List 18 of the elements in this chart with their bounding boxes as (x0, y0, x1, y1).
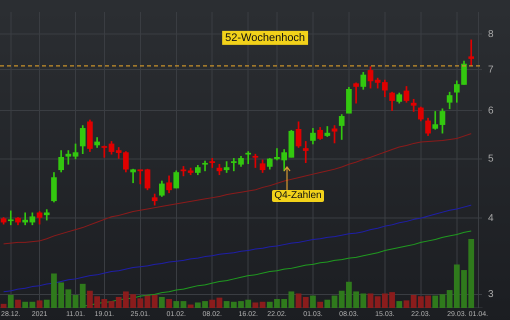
bar (36, 300, 42, 308)
y-tick-label: 8 (488, 29, 494, 40)
y-tick-label: 5 (488, 154, 494, 165)
bar (8, 294, 14, 308)
bar (317, 302, 324, 308)
bar (396, 301, 402, 308)
bar (188, 304, 194, 308)
bar (158, 296, 165, 308)
y-tick-label: 7 (488, 64, 494, 76)
y-tick-label: 4 (488, 212, 494, 224)
bar (310, 296, 316, 308)
bar (15, 300, 21, 308)
annotation: Q4-Zahlen (272, 190, 324, 202)
bar (0, 304, 6, 308)
ref-line-label: 52-Wochenhoch (225, 32, 306, 44)
y-tick-label: 3 (488, 289, 494, 300)
bar (166, 299, 172, 308)
y-tick-label: 6 (488, 105, 494, 116)
